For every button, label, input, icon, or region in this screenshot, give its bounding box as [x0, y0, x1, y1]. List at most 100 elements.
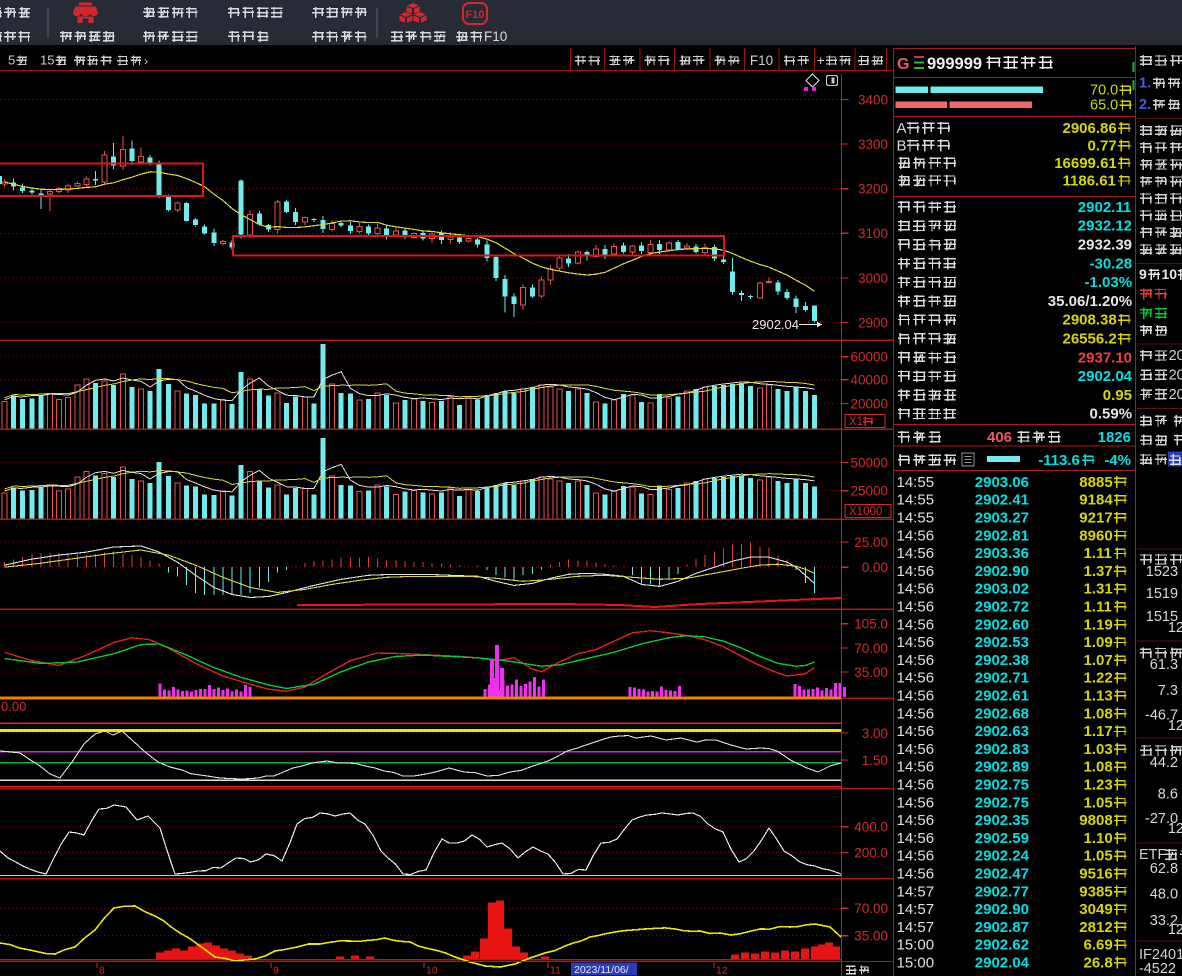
svg-text:2903.02: 2903.02 — [975, 581, 1029, 598]
svg-text:›: › — [144, 54, 148, 68]
svg-text:2902.81: 2902.81 — [975, 527, 1029, 544]
svg-text:9184: 9184 — [1079, 492, 1113, 509]
svg-text:14:55: 14:55 — [897, 474, 935, 491]
svg-text:8: 8 — [99, 965, 105, 976]
svg-text:9808: 9808 — [1079, 812, 1112, 829]
svg-text:2903.27: 2903.27 — [975, 510, 1029, 527]
svg-text:0.77: 0.77 — [1088, 137, 1117, 154]
svg-text:2937.10: 2937.10 — [1078, 349, 1132, 366]
svg-text:2902.83: 2902.83 — [975, 741, 1029, 758]
svg-text:2.: 2. — [1139, 97, 1151, 113]
svg-text:-4%: -4% — [1104, 452, 1131, 469]
svg-text:25000: 25000 — [850, 484, 888, 499]
svg-text:3049: 3049 — [1079, 901, 1112, 918]
svg-text:2902.53: 2902.53 — [975, 634, 1029, 651]
svg-text:1515: 1515 — [1146, 609, 1178, 625]
svg-text:1.05: 1.05 — [1084, 794, 1113, 811]
svg-text:+: + — [817, 53, 825, 68]
svg-text:B: B — [897, 137, 907, 154]
svg-text:14:56: 14:56 — [897, 652, 935, 669]
svg-text:400.0: 400.0 — [854, 820, 888, 835]
svg-text:14:56: 14:56 — [897, 759, 935, 776]
svg-text:2902.72: 2902.72 — [975, 599, 1029, 616]
svg-text:1.: 1. — [1139, 76, 1151, 92]
svg-text:0.59%: 0.59% — [1090, 406, 1133, 423]
svg-text:-4522: -4522 — [1139, 961, 1176, 976]
svg-text:2902.90: 2902.90 — [975, 901, 1029, 918]
svg-text:2906.86: 2906.86 — [1063, 120, 1117, 137]
svg-text:0.00: 0.00 — [862, 560, 888, 575]
svg-text:3400: 3400 — [858, 92, 888, 107]
svg-text:2902.87: 2902.87 — [975, 919, 1029, 936]
svg-text:F10: F10 — [750, 53, 773, 68]
svg-text:3300: 3300 — [858, 137, 888, 152]
svg-text:11: 11 — [550, 965, 561, 976]
svg-text:70.0: 70.0 — [1090, 83, 1118, 99]
svg-text:1.11: 1.11 — [1084, 545, 1112, 562]
svg-text:2902.62: 2902.62 — [975, 937, 1029, 954]
svg-text:14:56: 14:56 — [897, 527, 935, 544]
svg-text:1.23: 1.23 — [1084, 777, 1113, 794]
svg-text:14:56: 14:56 — [897, 616, 935, 633]
svg-text:2902.90: 2902.90 — [975, 563, 1029, 580]
svg-text:ETF: ETF — [1139, 847, 1167, 863]
svg-text:12: 12 — [1168, 718, 1182, 734]
svg-text:48.0: 48.0 — [1150, 887, 1178, 903]
svg-text:G: G — [897, 56, 909, 73]
svg-text:-1.03%: -1.03% — [1085, 274, 1133, 291]
svg-text:1.19: 1.19 — [1084, 616, 1113, 633]
svg-text:IF2401: IF2401 — [1139, 947, 1182, 963]
svg-text:1519: 1519 — [1146, 586, 1178, 602]
svg-text:2932.39: 2932.39 — [1078, 237, 1132, 254]
svg-text:25.00: 25.00 — [854, 535, 888, 550]
svg-text:10: 10 — [426, 965, 438, 976]
svg-text:2902.04: 2902.04 — [752, 317, 799, 332]
svg-text:3200: 3200 — [858, 182, 888, 197]
svg-text:14:57: 14:57 — [897, 883, 935, 900]
svg-text:20: 20 — [1169, 348, 1182, 364]
svg-text:1.11: 1.11 — [1084, 599, 1112, 616]
svg-text:3000: 3000 — [858, 271, 888, 286]
svg-text:1186.61: 1186.61 — [1063, 173, 1116, 190]
svg-text:2902.61: 2902.61 — [975, 688, 1029, 705]
svg-text:A: A — [897, 120, 907, 137]
svg-text:14:56: 14:56 — [897, 741, 935, 758]
svg-text:20: 20 — [1169, 368, 1182, 384]
svg-text:15:00: 15:00 — [897, 955, 935, 972]
svg-text:2902.41: 2902.41 — [975, 492, 1029, 509]
svg-text:X1: X1 — [849, 416, 863, 428]
svg-text:40000: 40000 — [850, 373, 888, 388]
svg-text:14:56: 14:56 — [897, 848, 935, 865]
svg-text:2812: 2812 — [1079, 919, 1112, 936]
svg-text:0.95: 0.95 — [1103, 387, 1132, 404]
svg-text:35.00: 35.00 — [854, 665, 888, 680]
svg-text:1.13: 1.13 — [1084, 688, 1113, 705]
svg-text:2902.24: 2902.24 — [975, 848, 1030, 865]
svg-text:406: 406 — [987, 429, 1012, 446]
svg-text:14:56: 14:56 — [897, 794, 935, 811]
svg-text:14:55: 14:55 — [897, 510, 935, 527]
svg-text:2903.36: 2903.36 — [975, 545, 1029, 562]
svg-text:70.00: 70.00 — [854, 901, 888, 916]
svg-text:50000: 50000 — [850, 455, 888, 470]
svg-text:2902.38: 2902.38 — [975, 652, 1029, 669]
svg-text:5: 5 — [8, 53, 15, 68]
svg-text:1.07: 1.07 — [1084, 652, 1113, 669]
svg-text:2902.04: 2902.04 — [975, 955, 1030, 972]
svg-text:35.00: 35.00 — [854, 929, 888, 944]
svg-text:9217: 9217 — [1079, 510, 1112, 527]
svg-text:1.31: 1.31 — [1084, 581, 1113, 598]
svg-text:8.6: 8.6 — [1158, 787, 1178, 803]
svg-text:14:56: 14:56 — [897, 777, 935, 794]
svg-text:20000: 20000 — [850, 396, 888, 411]
svg-text:60000: 60000 — [850, 350, 888, 365]
svg-text:14:57: 14:57 — [897, 919, 935, 936]
svg-text:14:56: 14:56 — [897, 581, 935, 598]
svg-text:2902.68: 2902.68 — [975, 705, 1029, 722]
svg-text:2902.75: 2902.75 — [975, 794, 1029, 811]
svg-text:26.8: 26.8 — [1084, 955, 1113, 972]
svg-text:1.50: 1.50 — [862, 753, 888, 768]
svg-text:9: 9 — [273, 965, 279, 976]
svg-text:20: 20 — [1169, 387, 1182, 403]
svg-text:2902.04: 2902.04 — [1078, 368, 1133, 385]
